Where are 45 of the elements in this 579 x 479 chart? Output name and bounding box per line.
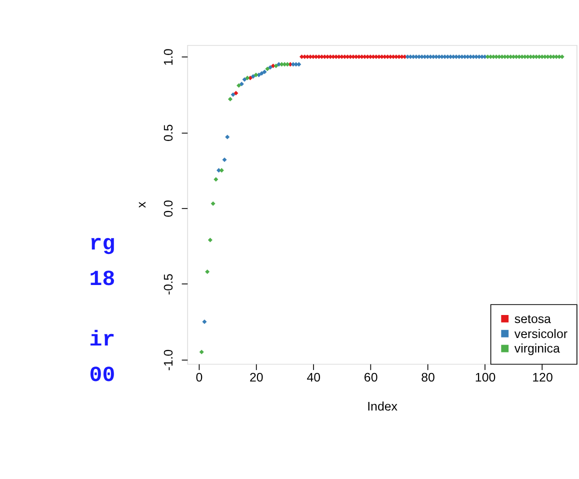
point	[245, 76, 250, 80]
text: ir	[89, 328, 116, 353]
point	[254, 72, 258, 78]
point	[202, 319, 207, 324]
point	[210, 201, 216, 206]
point	[296, 62, 302, 67]
point	[225, 134, 230, 140]
text: rg	[89, 232, 116, 257]
text: 00	[89, 364, 116, 388]
y-tick-label: 1.0	[162, 48, 176, 66]
point	[259, 71, 264, 76]
point	[268, 65, 273, 70]
point	[230, 92, 236, 97]
point	[214, 177, 218, 182]
point	[205, 270, 210, 274]
x-tick-label: 20	[249, 370, 264, 385]
text: 18	[89, 268, 116, 292]
y-tick-label: 0.0	[162, 200, 176, 218]
point	[250, 74, 256, 79]
point	[208, 238, 212, 242]
legend-label: virginica	[514, 342, 560, 356]
point	[242, 77, 247, 82]
x-tick-label: 60	[364, 370, 378, 385]
y-tick-label: -1.0	[162, 349, 176, 371]
x-tick-label: 0	[196, 370, 203, 385]
y-tick-label: 0.5	[162, 124, 176, 142]
point	[234, 90, 238, 96]
point	[228, 96, 232, 102]
point	[219, 168, 224, 173]
y-axis-title: x	[134, 200, 148, 208]
point	[236, 83, 242, 88]
legend-label: versicolor	[514, 326, 568, 341]
x-tick-label: 80	[421, 370, 436, 385]
x-tick-label: 100	[474, 370, 496, 385]
point	[262, 70, 267, 74]
y-tick-label: -0.5	[162, 274, 176, 295]
point	[274, 64, 278, 68]
x-tick-label: 40	[306, 370, 321, 385]
point	[239, 82, 244, 86]
point	[199, 350, 204, 354]
point	[265, 66, 270, 72]
x-tick-label: 120	[532, 370, 553, 385]
point	[222, 157, 227, 162]
legend-label: setosa	[514, 312, 552, 326]
x-axis-title: Index	[367, 400, 398, 414]
